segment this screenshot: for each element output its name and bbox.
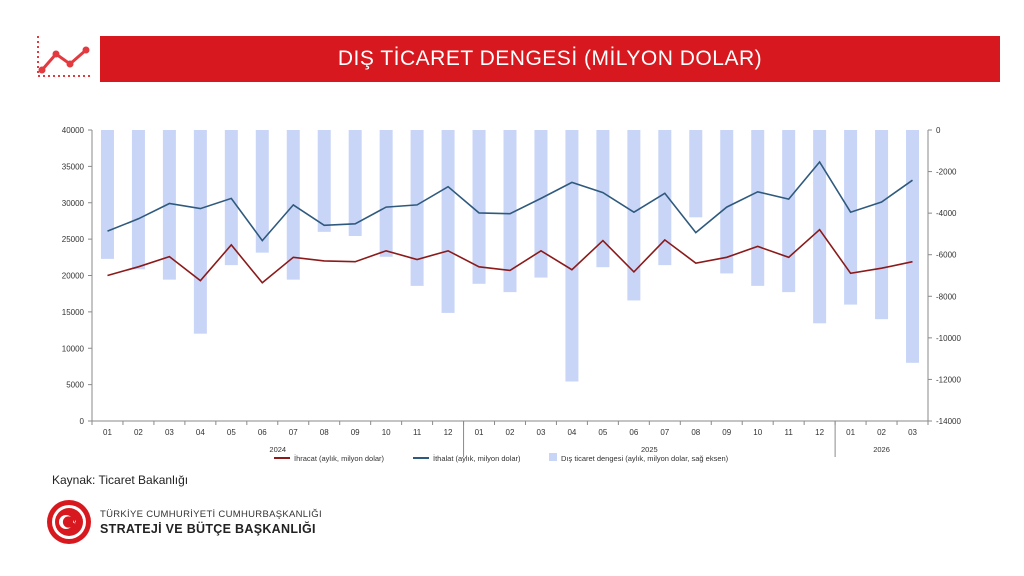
balance-bar xyxy=(410,130,424,286)
y-right-tick-label: -10000 xyxy=(936,334,961,343)
balance-bar xyxy=(162,130,176,280)
y-left-tick-label: 40000 xyxy=(62,126,85,135)
x-tick-label: 05 xyxy=(227,428,236,437)
x-tick-label: 10 xyxy=(753,428,762,437)
balance-bar xyxy=(906,130,920,363)
balance-bar xyxy=(782,130,796,293)
legend-label-2: Dış ticaret dengesi (aylık, milyon dolar… xyxy=(561,454,729,463)
year-label: 2024 xyxy=(269,445,286,454)
x-tick-label: 04 xyxy=(196,428,205,437)
balance-bar xyxy=(379,130,393,257)
trend-line-icon xyxy=(37,36,92,77)
x-tick-label: 10 xyxy=(382,428,391,437)
ithalat-line xyxy=(107,160,913,242)
x-tick-label: 01 xyxy=(103,428,112,437)
organization-line-2: STRATEJİ VE BÜTÇE BAŞKANLIĞI xyxy=(100,522,316,536)
y-left-tick-label: 15000 xyxy=(62,308,85,317)
y-right-tick-label: -4000 xyxy=(936,209,957,218)
balance-bar xyxy=(472,130,486,284)
legend-label-0: İhracat (aylık, milyon dolar) xyxy=(294,454,385,463)
x-tick-label: 01 xyxy=(475,428,484,437)
balance-bar xyxy=(317,130,331,232)
x-tick-label: 05 xyxy=(598,428,607,437)
balance-bar xyxy=(658,130,672,266)
page-title: DIŞ TİCARET DENGESİ (MİLYON DOLAR) xyxy=(337,47,763,70)
balance-bar xyxy=(689,130,703,218)
sbb-seal-icon xyxy=(47,500,91,544)
balance-bar xyxy=(534,130,548,278)
y-right-tick-label: -2000 xyxy=(936,168,957,177)
y-left-tick-label: 30000 xyxy=(62,199,85,208)
y-right-tick-label: -12000 xyxy=(936,375,961,384)
x-tick-label: 04 xyxy=(567,428,576,437)
balance-bar xyxy=(720,130,734,274)
legend-label-1: İthalat (aylık, milyon dolar) xyxy=(433,454,521,463)
x-tick-label: 11 xyxy=(413,428,422,437)
year-label: 2025 xyxy=(641,445,658,454)
x-tick-label: 07 xyxy=(289,428,298,437)
x-tick-label: 07 xyxy=(660,428,669,437)
x-tick-label: 08 xyxy=(320,428,329,437)
x-tick-label: 01 xyxy=(846,428,855,437)
source-note: Kaynak: Ticaret Bakanlığı xyxy=(52,473,189,487)
y-right-tick-label: -6000 xyxy=(936,251,957,260)
balance-bar xyxy=(348,130,362,237)
y-left-tick-label: 35000 xyxy=(62,162,85,171)
balance-bar xyxy=(565,130,579,382)
x-tick-label: 02 xyxy=(506,428,515,437)
x-tick-label: 08 xyxy=(691,428,700,437)
ihracat-line xyxy=(107,228,913,284)
balance-bar xyxy=(193,130,207,334)
balance-bar xyxy=(441,130,455,313)
balance-bar xyxy=(813,130,827,324)
x-tick-label: 09 xyxy=(351,428,360,437)
x-tick-label: 09 xyxy=(722,428,731,437)
y-left-tick-label: 5000 xyxy=(66,381,84,390)
x-tick-label: 03 xyxy=(908,428,917,437)
balance-bar xyxy=(131,130,145,270)
y-right-tick-label: -14000 xyxy=(936,417,961,426)
balance-bar xyxy=(627,130,641,301)
title-banner: DIŞ TİCARET DENGESİ (MİLYON DOLAR) xyxy=(100,36,1000,82)
x-tick-label: 12 xyxy=(815,428,824,437)
y-left-tick-label: 20000 xyxy=(62,272,85,281)
organization-line-1: TÜRKİYE CUMHURİYETİ CUMHURBAŞKANLIĞI xyxy=(100,509,322,520)
organization-logo: TÜRKİYE CUMHURİYETİ CUMHURBAŞKANLIĞI STR… xyxy=(45,494,345,554)
x-tick-label: 12 xyxy=(444,428,453,437)
balance-bar xyxy=(844,130,858,305)
balance-bar xyxy=(503,130,517,293)
y-left-tick-label: 0 xyxy=(80,417,85,426)
balance-bar xyxy=(751,130,765,286)
x-tick-label: 02 xyxy=(134,428,143,437)
y-left-tick-label: 10000 xyxy=(62,344,85,353)
x-tick-label: 11 xyxy=(785,428,794,437)
y-left-tick-label: 25000 xyxy=(62,235,85,244)
balance-bar xyxy=(875,130,889,320)
legend-swatch-2 xyxy=(549,453,557,461)
x-tick-label: 06 xyxy=(629,428,638,437)
y-right-tick-label: 0 xyxy=(936,126,941,135)
x-tick-label: 02 xyxy=(877,428,886,437)
balance-bar xyxy=(100,130,114,259)
balance-bar xyxy=(596,130,610,268)
x-tick-label: 03 xyxy=(537,428,546,437)
y-right-tick-label: -8000 xyxy=(936,292,957,301)
x-tick-label: 06 xyxy=(258,428,267,437)
x-tick-label: 03 xyxy=(165,428,174,437)
balance-bar xyxy=(255,130,269,253)
year-label: 2026 xyxy=(873,445,890,454)
